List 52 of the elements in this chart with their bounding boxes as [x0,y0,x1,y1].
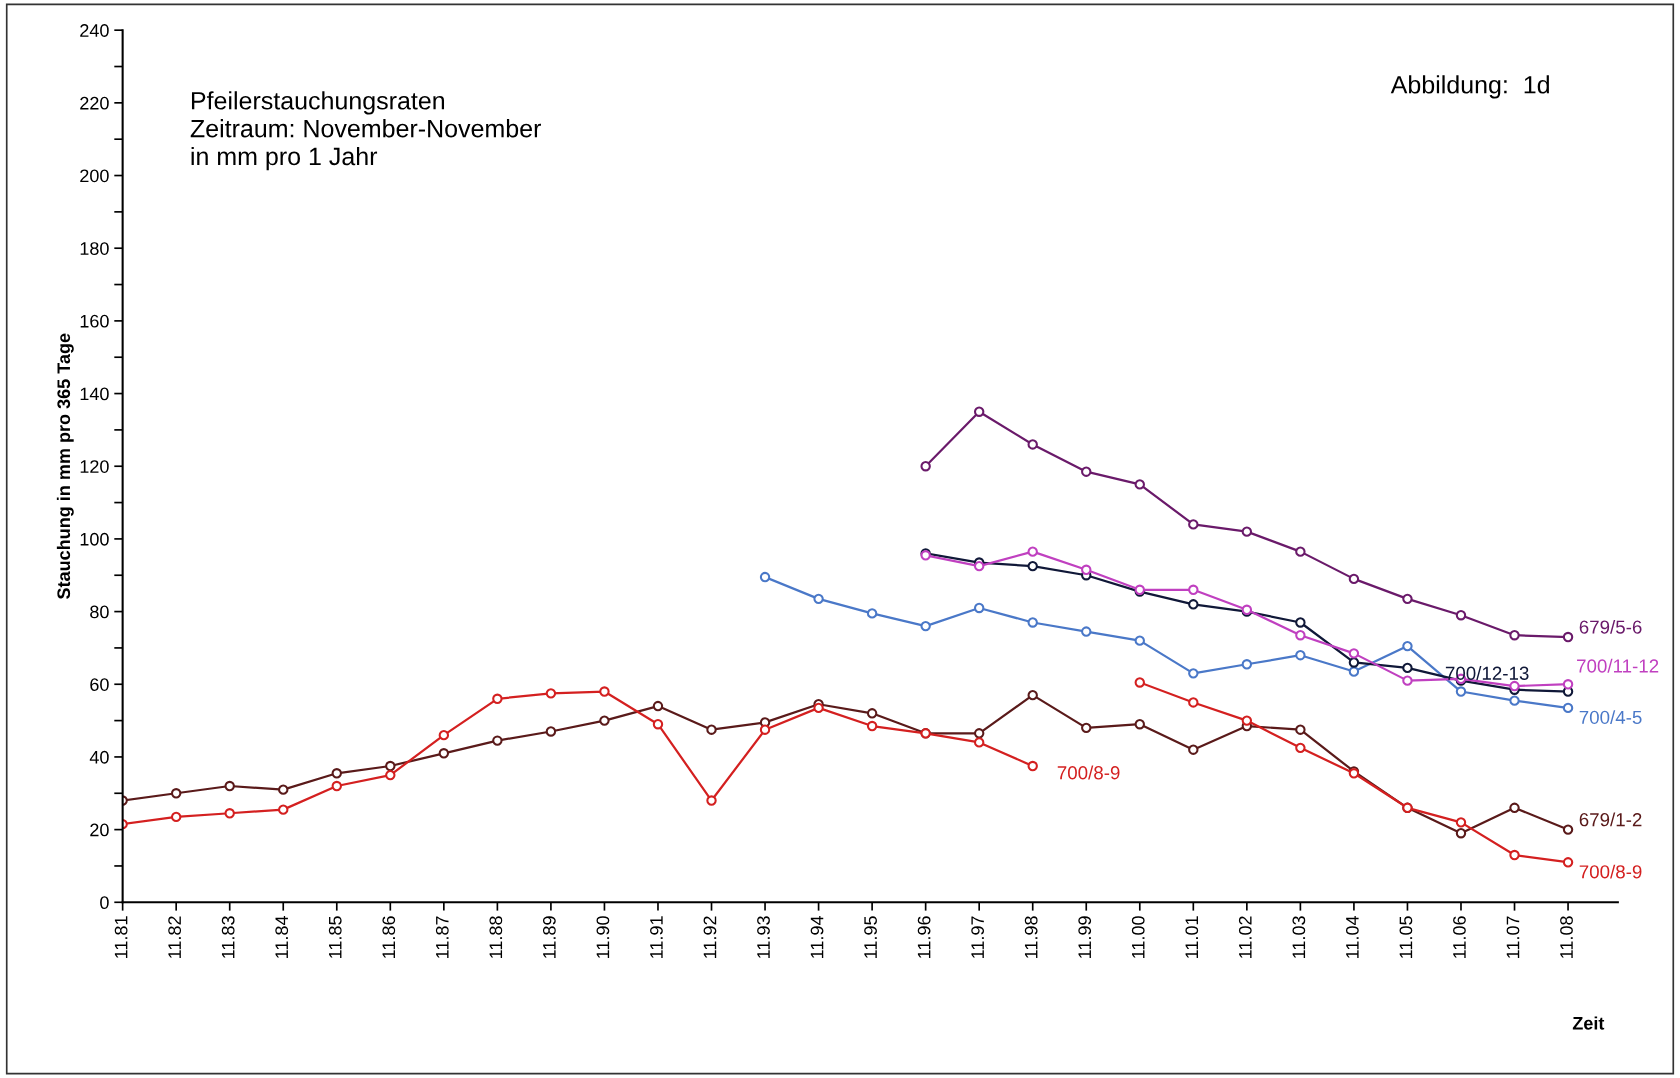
series-label: 679/5-6 [1579,619,1642,634]
series-label: 700/11-12 [1577,658,1659,673]
x-tick-label: 11.98 [1024,916,1038,958]
x-tick-label: 11.83 [221,916,235,958]
series-label: 700/8-9 [1057,765,1120,780]
y-tick-label: 140 [80,387,109,401]
series-label: 700/4-5 [1579,710,1642,725]
annotation: Abbildung: 1d [1390,75,1549,99]
x-tick-label: 11.97 [971,916,985,958]
x-tick-label: 11.82 [168,916,182,958]
y-tick-label: 100 [80,532,109,546]
x-tick-label: 11.05 [1399,916,1413,958]
x-tick-label: 11.94 [810,916,824,958]
y-tick-label: 240 [80,24,109,37]
x-axis-title: Zeit [1572,1016,1605,1030]
x-tick-label: 11.87 [435,916,449,958]
y-tick-label: 180 [80,242,109,255]
x-tick-label: 11.93 [757,916,770,958]
x-tick-label: 11.86 [382,916,396,958]
x-tick-label: 11.99 [1078,916,1092,958]
x-tick-label: 11.03 [1292,916,1306,958]
series-label: 679/1-2 [1579,812,1642,827]
text: Pfeilerstauchungsraten Zeitraum: November-November in mm pro 1 Jahr [190,91,541,171]
x-tick-label: 11.85 [328,916,342,958]
y-tick-label: 0 [100,896,109,910]
y-tick-label: 80 [90,605,109,619]
x-tick-label: 11.91 [650,916,663,958]
x-tick-label: 11.88 [489,916,503,958]
x-tick-label: 11.00 [1131,916,1145,958]
x-tick-label: 11.96 [917,916,931,958]
x-tick-label: 11.84 [275,916,289,958]
y-tick-label: 200 [80,169,109,183]
x-tick-label: 11.07 [1506,916,1520,958]
x-tick-label: 11.04 [1345,916,1359,958]
y-axis-title: Stauchung in mm pro 365 Tage [56,333,74,599]
y-tick-label: 40 [89,750,109,764]
y-tick-label: 220 [80,96,109,110]
series-label: 700/8-9 [1579,864,1642,879]
x-tick-label: 11.92 [703,916,717,958]
x-tick-label: 11.89 [542,916,556,958]
x-tick-label: 11.01 [1185,916,1199,958]
x-tick-label: 11.06 [1453,916,1466,958]
series-label: 700/12-13 [1445,666,1529,680]
x-tick-label: 11.81 [114,916,128,958]
x-tick-label: 11.02 [1238,916,1252,958]
x-tick-label: 11.08 [1560,916,1573,958]
y-tick-label: 60 [90,678,109,691]
y-tick-label: 20 [90,823,109,837]
y-tick-label: 160 [80,314,109,328]
x-tick-label: 11.90 [596,916,610,958]
y-tick-label: 120 [80,460,109,473]
x-tick-label: 11.95 [864,916,877,958]
